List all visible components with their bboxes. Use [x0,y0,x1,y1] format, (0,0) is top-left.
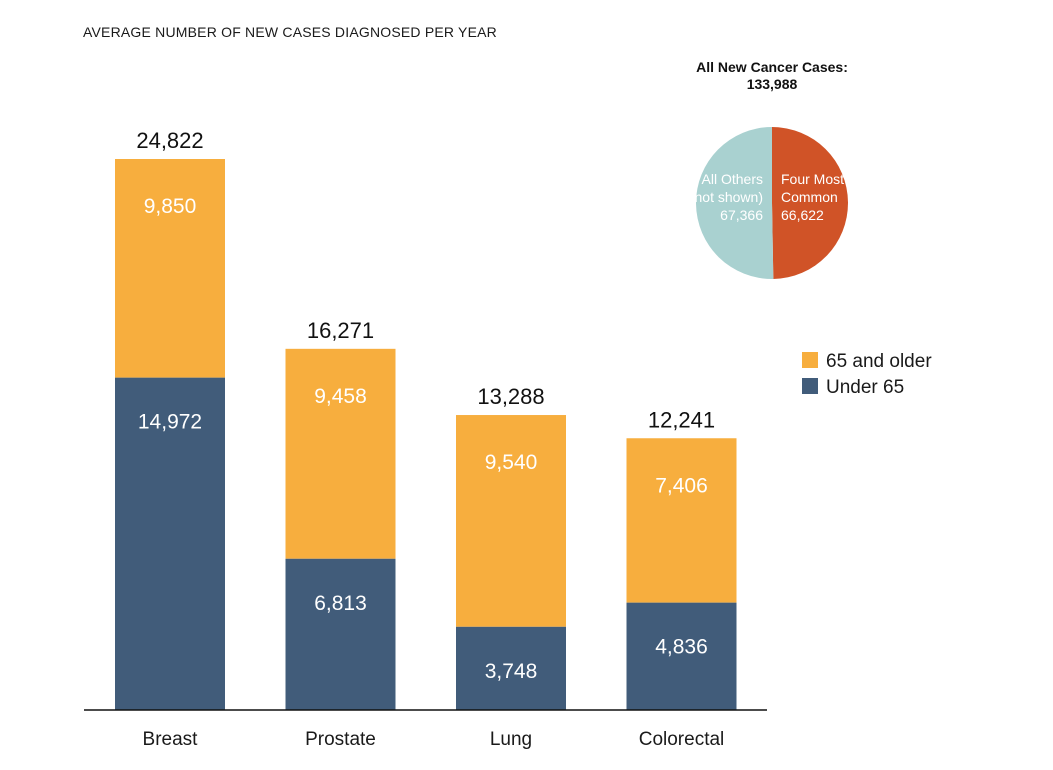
x-tick-breast: Breast [143,729,199,750]
bar-total-breast: 24,822 [136,128,203,153]
x-tick-lung: Lung [490,729,532,750]
pie-slice-all-others [696,127,774,279]
bar-65-and-older-colorectal [626,438,737,603]
bar-under-65-colorectal [626,602,737,710]
bar-total-colorectal: 12,241 [648,407,715,432]
pie-label-four-most-common-2: Common [781,189,838,205]
bar-under-65-lung [456,626,566,710]
x-tick-colorectal: Colorectal [639,729,725,750]
pie-label-all-others-1: All Others [702,171,763,187]
pie-label-four-most-common-1: Four Most [781,171,844,187]
bar-65-and-older-prostate [285,348,396,559]
pie-value-all-others: 67,366 [720,207,763,223]
bar-group: 9,850 14,972 24,822 Breast 9,458 6,813 16,271 P… [115,128,737,750]
bar-65-and-older-breast [115,159,225,378]
bar-label-under-65-prostate: 6,813 [314,592,367,615]
bar-label-under-65-lung: 3,748 [485,660,538,683]
chart-title: AVERAGE NUMBER OF NEW CASES DIAGNOSED PE… [83,24,497,40]
bar-label-65-and-older-breast: 9,850 [144,195,197,218]
bar-65-and-older-lung [456,415,566,627]
legend-swatch-65-and-older [802,352,818,368]
bar-label-65-and-older-lung: 9,540 [485,451,538,474]
x-tick-prostate: Prostate [305,729,376,750]
pie-title-line-1: All New Cancer Cases: [696,59,848,75]
bar-label-under-65-breast: 14,972 [138,411,202,434]
pie-slice-four-most-common [772,127,849,279]
bar-label-65-and-older-colorectal: 7,406 [655,474,708,497]
legend-label-65-and-older: 65 and older [826,351,932,372]
pie-chart: All New Cancer Cases:133,988 Four Most Com… [690,59,849,279]
bar-under-65-prostate [285,558,396,710]
pie-value-four-most-common: 66,622 [781,207,824,223]
legend: 65 and older Under 65 [802,351,932,398]
legend-label-under-65: Under 65 [826,377,904,398]
pie-label-all-others-2: (not shown) [690,189,763,205]
bar-total-lung: 13,288 [477,384,544,409]
bar-label-65-and-older-prostate: 9,458 [314,385,367,408]
legend-swatch-under-65 [802,378,818,394]
bar-label-under-65-colorectal: 4,836 [655,636,708,659]
bar-under-65-breast [115,377,225,710]
bar-total-prostate: 16,271 [307,318,374,343]
pie-title-line-2: 133,988 [747,76,798,92]
